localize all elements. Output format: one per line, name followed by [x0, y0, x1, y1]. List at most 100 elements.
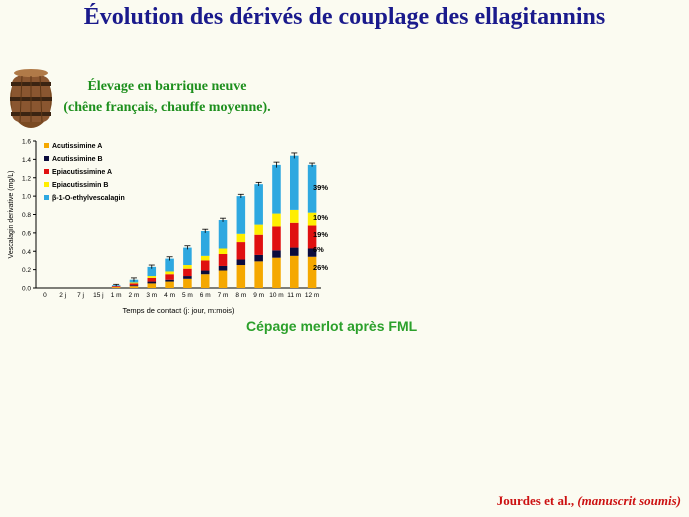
y-tick-label: 1.0	[22, 194, 31, 201]
legend-label-2: Acutissimine B	[52, 156, 103, 163]
percentage-annotation: 26%	[313, 263, 328, 272]
bar-segment-5	[218, 220, 228, 249]
bar-segment-5	[254, 184, 263, 225]
bar-segment-2	[307, 248, 317, 257]
bar-segment-5	[183, 247, 192, 266]
subtitle-line-1: Élevage en barrique neuve	[87, 79, 247, 94]
percentage-annotation: 6%	[313, 245, 324, 254]
slide-title: Évolution des dérivés de couplage des el…	[83, 4, 606, 30]
x-tick-label: 3 m	[146, 292, 157, 299]
bar-segment-4	[165, 271, 174, 275]
bar-segment-4	[218, 248, 228, 255]
bar-segment-3	[236, 242, 246, 260]
percentage-annotation: 10%	[313, 213, 328, 222]
bar-segment-2	[165, 279, 174, 282]
bar-segment-4	[272, 213, 281, 227]
legend-label-1: Acutissimine A	[52, 143, 102, 150]
y-tick-label: 0.6	[22, 230, 31, 237]
bar-segment-2	[272, 250, 281, 258]
citation-note: (manuscrit soumis)	[577, 493, 681, 508]
bar-segment-4	[147, 276, 157, 278]
x-tick-label: 0	[43, 292, 47, 299]
x-tick-label: 15 j	[93, 292, 103, 299]
x-tick-label: 2 j	[59, 292, 66, 299]
y-tick-label: 0.4	[22, 249, 31, 256]
bar-segment-3	[290, 222, 299, 248]
bar-segment-1	[307, 256, 317, 288]
legend-label-4: Epiacutissimin B	[52, 182, 108, 189]
x-tick-label: 6 m	[200, 292, 211, 299]
y-tick-label: 1.4	[22, 157, 31, 164]
bar-segment-3	[254, 234, 263, 255]
x-tick-label: 11 m	[287, 292, 301, 299]
legend-label-3: Epiacutissimine A	[52, 169, 112, 176]
bar-segment-1	[200, 274, 210, 288]
legend-swatch-2	[44, 156, 49, 161]
chart-caption: Cépage merlot après FML	[246, 318, 418, 334]
stacked-bar-chart: 0.0 0.2 0.4 0.6 0.8 1.0 1.2 1.4 1.6 0 2 j 7 j 15 j 1 …	[8, 139, 328, 316]
y-tick-label: 0.8	[22, 212, 31, 219]
bar-segment-2	[236, 259, 246, 266]
bar-segment-3	[165, 274, 174, 280]
bar-segment-2	[183, 276, 192, 279]
bar-segment-3	[218, 254, 228, 266]
bar-segment-1	[254, 261, 263, 288]
bar-segment-5	[165, 258, 174, 272]
bar-segment-1	[183, 278, 192, 288]
percentage-annotation: 39%	[313, 183, 328, 192]
bar-segment-3	[129, 283, 139, 286]
x-tick-label: 8 m	[235, 292, 246, 299]
bar-segment-4	[307, 212, 317, 226]
legend-swatch-4	[44, 182, 49, 187]
x-tick-label: 7 j	[77, 292, 84, 299]
bar-segment-1	[272, 257, 281, 288]
bar-segment-2	[129, 285, 139, 287]
bar-segment-5	[147, 266, 157, 277]
legend-label-5: β-1-O-ethylvescalagin	[52, 195, 125, 202]
subtitle: Élevage en barrique neuve (chêne françai…	[52, 76, 282, 118]
bar-segment-1	[236, 265, 246, 288]
y-tick-label: 1.2	[22, 175, 31, 182]
legend-swatch-1	[44, 143, 49, 148]
subtitle-line-2: (chêne français, chauffe moyenne).	[63, 100, 271, 115]
bar-segment-3	[111, 286, 121, 288]
bar-segment-5	[307, 164, 317, 213]
x-tick-label: 2 m	[129, 292, 140, 299]
x-tick-label: 5 m	[182, 292, 193, 299]
bar-segment-3	[272, 226, 281, 251]
bar-segment-2	[254, 254, 263, 262]
x-tick-label: 1 m	[111, 292, 122, 299]
percentage-annotation: 19%	[313, 230, 328, 239]
legend-swatch-5	[44, 195, 49, 200]
citation-authors: Jourdes et al.,	[496, 493, 575, 508]
x-tick-label: 12 m	[305, 292, 319, 299]
bar-segment-1	[147, 283, 157, 288]
x-axis-label: Temps de contact (j: jour, m:mois)	[122, 306, 235, 315]
y-tick-label: 0.0	[22, 286, 31, 293]
bar-segment-1	[129, 286, 139, 288]
x-tick-label: 9 m	[253, 292, 264, 299]
bar-segment-4	[236, 233, 246, 243]
bar-segment-3	[200, 260, 210, 271]
legend-swatch-3	[44, 169, 49, 174]
bar-segment-5	[236, 196, 246, 234]
bar-segment-2	[200, 270, 210, 275]
bar-segment-4	[254, 224, 263, 235]
x-tick-label: 4 m	[164, 292, 175, 299]
bar-segment-1	[218, 270, 228, 288]
bar-segment-3	[147, 277, 157, 282]
y-axis-label: Vescalagin derivative (mg/L)	[8, 171, 15, 259]
bar-segment-2	[218, 265, 228, 271]
x-tick-label: 7 m	[218, 292, 229, 299]
bar-segment-1	[165, 281, 174, 288]
bar-segment-4	[290, 209, 299, 223]
bar-segment-1	[111, 287, 121, 288]
barrel-icon	[10, 69, 52, 128]
bar-segment-5	[200, 231, 210, 256]
bar-segment-5	[272, 164, 281, 214]
bar-segment-4	[129, 282, 139, 284]
bar-segment-3	[307, 225, 317, 249]
bar-segment-2	[147, 281, 157, 284]
bar-segment-1	[290, 255, 299, 288]
bar-segment-3	[183, 268, 192, 277]
